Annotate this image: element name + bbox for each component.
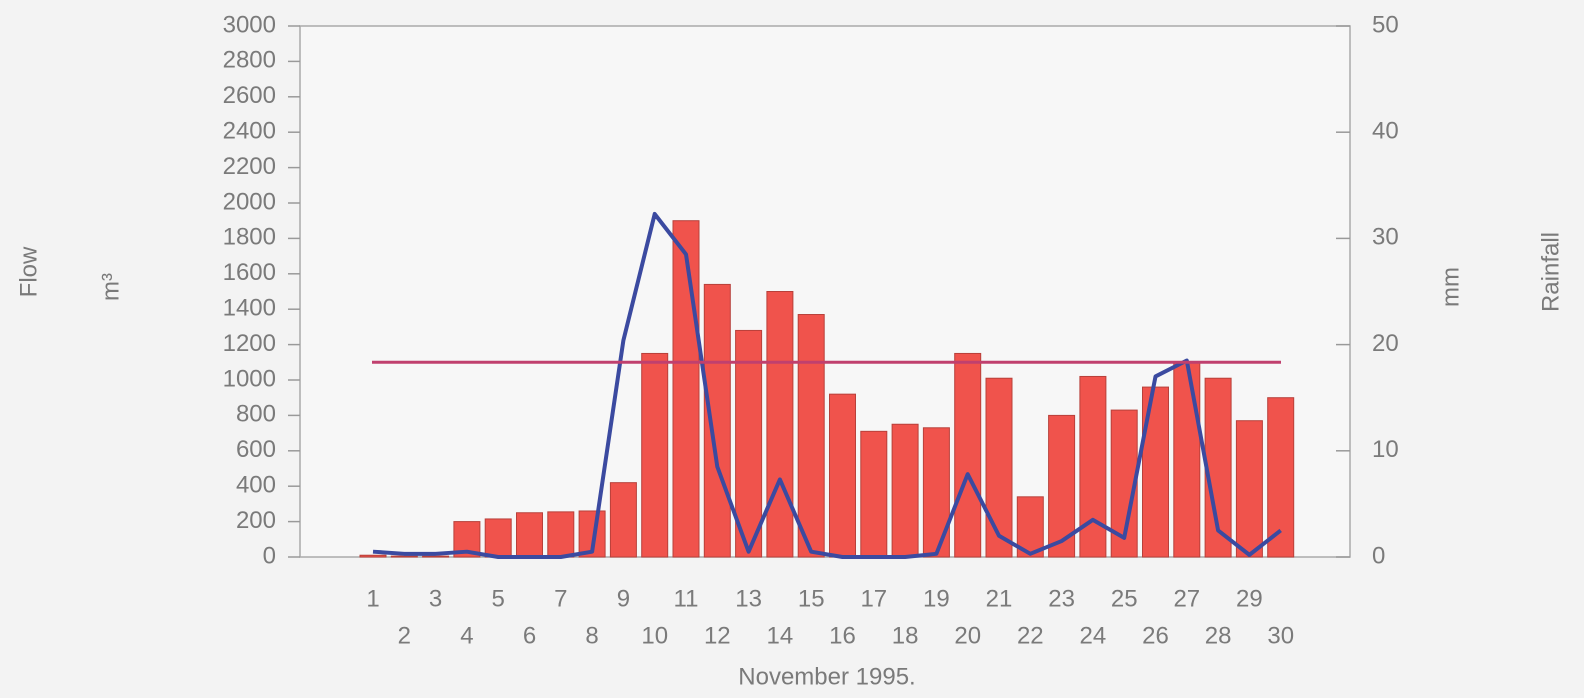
x-tick-label: 15 — [798, 585, 825, 612]
y-tick-label: 2600 — [223, 82, 276, 109]
y2-tick-label: 20 — [1372, 330, 1399, 357]
y2-tick-label: 10 — [1372, 436, 1399, 463]
x-tick-label: 6 — [523, 622, 536, 649]
bar — [954, 352, 982, 558]
x-tick-label: 27 — [1173, 585, 1200, 612]
y-tick-label: 1400 — [223, 295, 276, 322]
y2-tick-label: 0 — [1372, 542, 1385, 569]
bar — [1235, 420, 1263, 558]
bar — [829, 393, 856, 558]
x-tick-label: 21 — [986, 585, 1013, 612]
x-tick-label: 22 — [1017, 622, 1044, 649]
x-tick-label: 17 — [860, 585, 887, 612]
bar — [1173, 361, 1201, 558]
y-tick-label: 2200 — [223, 153, 276, 180]
x-tick-label: 8 — [585, 622, 598, 649]
x-tick-label: 13 — [735, 585, 762, 612]
y2-tick-label: 50 — [1372, 11, 1399, 38]
y-tick-label: 2400 — [223, 118, 276, 145]
y2-tick-label: 40 — [1372, 118, 1399, 145]
y2-axis-unit: mm — [1437, 267, 1464, 307]
bar — [1267, 397, 1295, 558]
x-tick-label: 25 — [1111, 585, 1138, 612]
x-tick-label: 10 — [641, 622, 668, 649]
x-tick-label: 2 — [398, 622, 411, 649]
x-tick-label: 14 — [767, 622, 794, 649]
x-tick-label: 9 — [617, 585, 630, 612]
y2-tick-label: 30 — [1372, 224, 1399, 251]
x-tick-label: 19 — [923, 585, 950, 612]
y-tick-label: 1200 — [223, 330, 276, 357]
bar — [1079, 375, 1107, 558]
x-tick-label: 24 — [1080, 622, 1107, 649]
y-tick-label: 1800 — [223, 224, 276, 251]
x-axis-label: November 1995. — [738, 663, 915, 690]
bar — [547, 511, 575, 558]
bar — [641, 352, 669, 558]
bar — [390, 555, 418, 558]
bar — [891, 423, 919, 558]
y-tick-label: 1000 — [223, 365, 276, 392]
bar — [1142, 386, 1169, 558]
x-tick-label: 20 — [954, 622, 981, 649]
y-tick-label: 3000 — [223, 11, 276, 38]
bar — [484, 518, 512, 558]
bar — [860, 430, 888, 558]
line — [372, 211, 1282, 559]
bar — [359, 554, 387, 558]
y-tick-label: 1600 — [223, 259, 276, 286]
x-tick-label: 29 — [1236, 585, 1263, 612]
y-tick-label: 400 — [236, 472, 276, 499]
bar — [422, 555, 450, 558]
bar — [922, 427, 950, 558]
x-tick-label: 5 — [492, 585, 505, 612]
x-tick-label: 3 — [429, 585, 442, 612]
bar — [516, 512, 543, 558]
y-axis-unit: m³ — [97, 273, 124, 301]
y-tick-label: 800 — [236, 401, 276, 428]
bar — [703, 283, 731, 558]
bar — [609, 482, 637, 558]
x-tick-label: 7 — [554, 585, 567, 612]
y-tick-label: 2800 — [223, 47, 276, 74]
x-tick-label: 16 — [829, 622, 856, 649]
x-tick-label: 1 — [366, 585, 379, 612]
x-tick-label: 12 — [704, 622, 731, 649]
bar — [672, 220, 700, 558]
y-tick-label: 200 — [236, 507, 276, 534]
y2-axis-label: Rainfall — [1537, 232, 1564, 312]
x-tick-label: 18 — [892, 622, 919, 649]
y-tick-label: 600 — [236, 436, 276, 463]
x-tick-label: 23 — [1048, 585, 1075, 612]
y-axis-label: Flow — [15, 246, 42, 297]
bar — [985, 377, 1013, 558]
x-tick-label: 11 — [674, 585, 699, 612]
x-tick-label: 4 — [460, 622, 473, 649]
bar — [797, 314, 825, 558]
bar — [766, 291, 794, 558]
x-tick-label: 28 — [1205, 622, 1232, 649]
bar — [735, 329, 763, 558]
y-tick-label: 2000 — [223, 188, 276, 215]
y-tick-label: 0 — [263, 542, 276, 569]
x-tick-label: 26 — [1142, 622, 1169, 649]
x-tick-label: 30 — [1267, 622, 1294, 649]
